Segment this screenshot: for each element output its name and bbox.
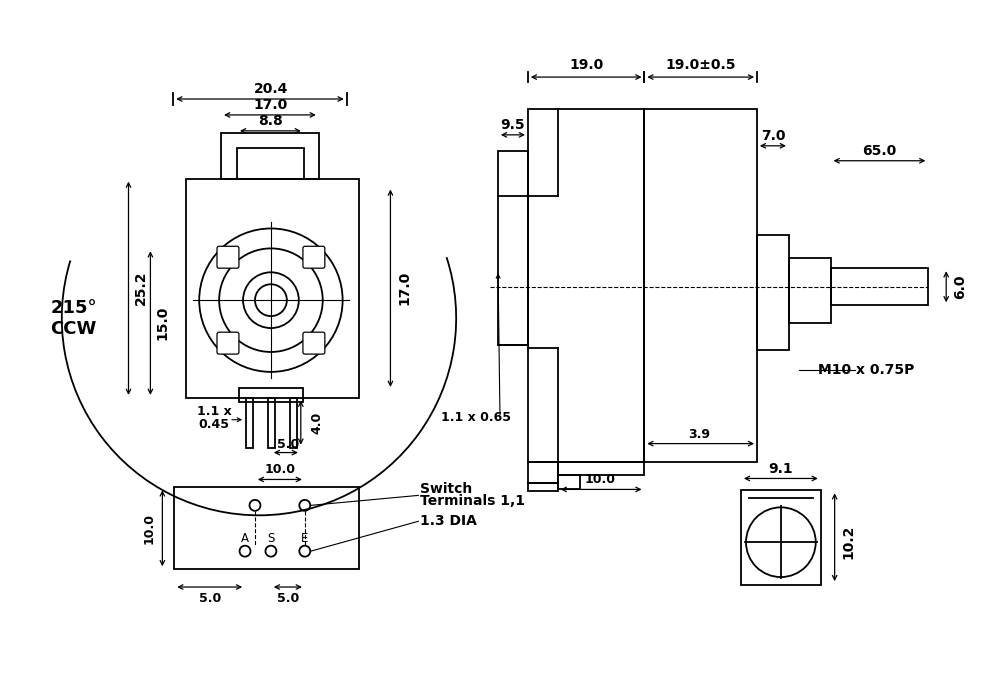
Text: 1.1 x: 1.1 x bbox=[197, 405, 232, 418]
Text: E: E bbox=[301, 531, 308, 545]
Bar bbox=[186, 179, 359, 398]
Bar bbox=[831, 268, 928, 305]
Bar bbox=[789, 258, 831, 323]
Bar bbox=[237, 148, 304, 179]
Text: 10.0: 10.0 bbox=[143, 513, 156, 544]
FancyBboxPatch shape bbox=[303, 246, 325, 268]
Text: 1.3 DIA: 1.3 DIA bbox=[420, 514, 477, 529]
Text: S: S bbox=[267, 531, 275, 545]
Text: 1.1 x 0.65: 1.1 x 0.65 bbox=[441, 411, 511, 424]
Text: 19.0±0.5: 19.0±0.5 bbox=[665, 58, 736, 72]
Text: 9.5: 9.5 bbox=[501, 118, 525, 132]
Text: Switch: Switch bbox=[420, 482, 473, 496]
Text: Terminals 1,1: Terminals 1,1 bbox=[420, 494, 525, 509]
Text: A: A bbox=[241, 531, 249, 545]
Text: 6.0: 6.0 bbox=[953, 275, 967, 299]
Text: 10.2: 10.2 bbox=[842, 525, 856, 560]
FancyBboxPatch shape bbox=[217, 246, 239, 268]
Bar bbox=[528, 484, 558, 491]
Bar bbox=[558, 462, 644, 475]
Bar bbox=[498, 151, 528, 345]
Text: 19.0: 19.0 bbox=[569, 58, 603, 72]
Text: 15.0: 15.0 bbox=[155, 306, 169, 340]
Text: 7.0: 7.0 bbox=[761, 129, 785, 143]
FancyBboxPatch shape bbox=[303, 332, 325, 354]
Text: 215°
CCW: 215° CCW bbox=[50, 299, 97, 337]
Bar bbox=[174, 487, 359, 569]
Text: 5.0: 5.0 bbox=[199, 592, 221, 605]
Bar bbox=[741, 491, 821, 585]
Text: 4.0: 4.0 bbox=[310, 412, 323, 434]
Text: 8.8: 8.8 bbox=[259, 114, 283, 128]
Text: 20.4: 20.4 bbox=[254, 82, 288, 96]
Text: 17.0: 17.0 bbox=[397, 271, 411, 305]
Bar bbox=[239, 388, 303, 401]
Bar bbox=[558, 475, 580, 489]
Text: 5.0: 5.0 bbox=[277, 438, 299, 451]
Text: 10.0: 10.0 bbox=[584, 473, 615, 486]
Text: M10 x 0.75P: M10 x 0.75P bbox=[818, 363, 915, 377]
Bar bbox=[528, 109, 644, 462]
Bar bbox=[268, 398, 275, 448]
Text: 0.45: 0.45 bbox=[199, 418, 230, 431]
Text: 10.0: 10.0 bbox=[264, 463, 295, 476]
Text: 3.9: 3.9 bbox=[688, 428, 710, 441]
Bar bbox=[757, 236, 789, 350]
Text: 5.0: 5.0 bbox=[277, 592, 299, 605]
Bar bbox=[528, 462, 558, 484]
Text: 25.2: 25.2 bbox=[133, 271, 147, 305]
Bar bbox=[644, 109, 757, 462]
Text: 65.0: 65.0 bbox=[862, 144, 897, 158]
Bar bbox=[290, 398, 297, 448]
Text: 9.1: 9.1 bbox=[769, 462, 793, 475]
FancyBboxPatch shape bbox=[217, 332, 239, 354]
Bar bbox=[246, 398, 253, 448]
Bar bbox=[221, 133, 319, 179]
Text: 17.0: 17.0 bbox=[254, 98, 288, 112]
